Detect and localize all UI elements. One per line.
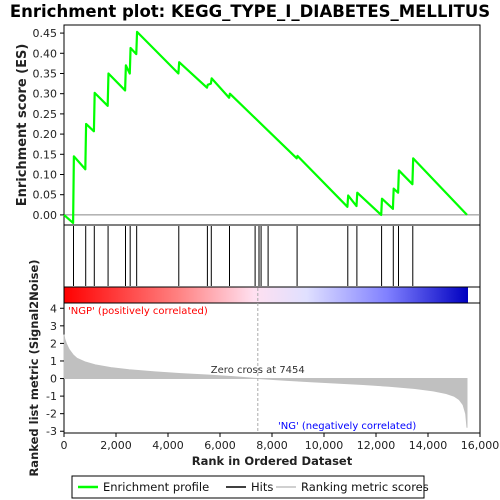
es-panel-frame [63, 24, 481, 226]
zero-cross-annotation: Zero cross at 7454 [211, 365, 305, 376]
metric-y-tick-label: -1 [46, 390, 57, 403]
es-y-tick-label: 0.40 [33, 47, 58, 60]
negative-annotation: 'NG' (negatively correlated) [278, 421, 416, 432]
es-y-ticks: 0.00 0.05 0.10 0.15 0.20 0.25 0.30 0.35 0.40 0.45 [33, 27, 64, 222]
es-y-tick-label: 0.05 [33, 189, 58, 202]
es-y-tick-label: 0.25 [33, 108, 58, 121]
positive-annotation: 'NGP' (positively correlated) [68, 306, 208, 317]
es-panel: 0.00 0.05 0.10 0.15 0.20 0.25 0.30 0.35 0.40 0.45… [15, 24, 481, 226]
metric-y-tick-label: 1 [50, 355, 57, 368]
x-tick-label: 14,000 [409, 439, 448, 452]
es-y-tick-label: 0.10 [33, 168, 58, 181]
es-y-tick-label: 0.15 [33, 148, 58, 161]
metric-y-tick-label: 3 [50, 320, 57, 333]
metric-y-ticks: 4 3 2 1 0 -1 -2 -3 [46, 302, 64, 438]
es-y-tick-label: 0.20 [33, 128, 58, 141]
hits-group [72, 226, 414, 286]
rank-color-bar [64, 287, 468, 303]
x-tick-label: 0 [61, 439, 68, 452]
metric-y-tick-label: 4 [50, 302, 57, 315]
legend-label-ranking: Ranking metric scores [301, 480, 429, 494]
legend: Enrichment profile Hits Ranking metric s… [71, 475, 429, 499]
x-tick-label: 12,000 [357, 439, 396, 452]
metric-y-tick-label: 2 [50, 337, 57, 350]
metric-y-tick-label: -2 [46, 408, 57, 421]
x-tick-label: 6,000 [204, 439, 236, 452]
es-y-tick-label: 0.35 [33, 67, 58, 80]
es-y-tick-label: 0.30 [33, 88, 58, 101]
hits-panel [63, 224, 481, 288]
legend-label-enrichment: Enrichment profile [103, 480, 209, 494]
metric-y-tick-label: 0 [50, 373, 57, 386]
x-tick-label: 8,000 [256, 439, 288, 452]
chart-title: Enrichment plot: KEGG_TYPE_I_DIABETES_ME… [10, 2, 490, 21]
hits-panel-frame [63, 224, 481, 288]
legend-label-hits: Hits [251, 480, 273, 494]
legend-frame [71, 475, 425, 499]
metric-y-tick-label: -3 [46, 425, 57, 438]
es-line-group [63, 30, 468, 225]
x-tick-label: 2,000 [100, 439, 132, 452]
es-profile-line [63, 30, 468, 225]
es-y-tick-label: 0.45 [33, 27, 58, 40]
es-y-tick-label: 0.00 [33, 209, 58, 222]
es-y-axis-label: Enrichment score (ES) [15, 44, 30, 207]
x-tick-label: 10,000 [305, 439, 344, 452]
metric-panel-frame [63, 302, 481, 434]
metric-y-axis-label: Ranked list metric (Signal2Noise) [27, 259, 41, 476]
x-tick-label: 16,000 [461, 439, 500, 452]
metric-x-ticks: 0 2,000 4,000 6,000 8,000 10,000 12,000 14,000 1… [61, 433, 500, 452]
x-tick-label: 4,000 [152, 439, 184, 452]
metric-panel: 4 3 2 1 0 -1 -2 -3 0 2,000 4,000 6,000 8,000 10,000 1… [27, 259, 499, 476]
x-axis-label: Rank in Ordered Dataset [192, 454, 353, 468]
